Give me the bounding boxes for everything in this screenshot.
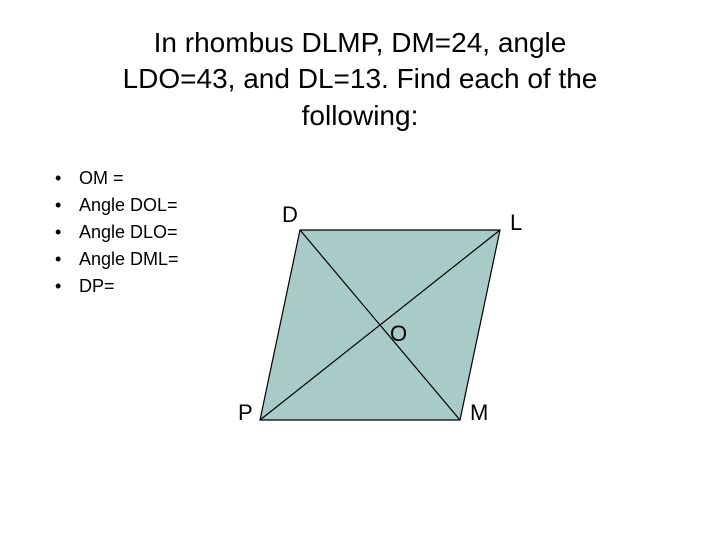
vertex-label-m: M xyxy=(470,400,488,426)
bullet-text: Angle DOL= xyxy=(79,192,178,219)
title-line-3: following: xyxy=(302,100,419,131)
page-title: In rhombus DLMP, DM=24, angle LDO=43, an… xyxy=(0,0,720,134)
bullet-dot-icon: • xyxy=(55,273,79,300)
title-line-2: LDO=43, and DL=13. Find each of the xyxy=(123,63,598,94)
bullet-text: Angle DLO= xyxy=(79,219,178,246)
vertex-label-l: L xyxy=(510,210,522,236)
list-item: • OM = xyxy=(55,165,179,192)
vertex-label-d: D xyxy=(282,202,298,228)
list-item: • Angle DML= xyxy=(55,246,179,273)
bullet-text: Angle DML= xyxy=(79,246,179,273)
title-line-1: In rhombus DLMP, DM=24, angle xyxy=(154,27,567,58)
bullet-text: DP= xyxy=(79,273,115,300)
center-label-o: O xyxy=(390,321,407,347)
bullet-dot-icon: • xyxy=(55,246,79,273)
bullet-dot-icon: • xyxy=(55,219,79,246)
bullet-dot-icon: • xyxy=(55,165,79,192)
rhombus-diagram: D L M P O xyxy=(220,200,560,460)
bullet-list: • OM = • Angle DOL= • Angle DLO= • Angle… xyxy=(55,165,179,300)
list-item: • DP= xyxy=(55,273,179,300)
bullet-text: OM = xyxy=(79,165,124,192)
vertex-label-p: P xyxy=(238,400,253,426)
list-item: • Angle DOL= xyxy=(55,192,179,219)
list-item: • Angle DLO= xyxy=(55,219,179,246)
bullet-dot-icon: • xyxy=(55,192,79,219)
